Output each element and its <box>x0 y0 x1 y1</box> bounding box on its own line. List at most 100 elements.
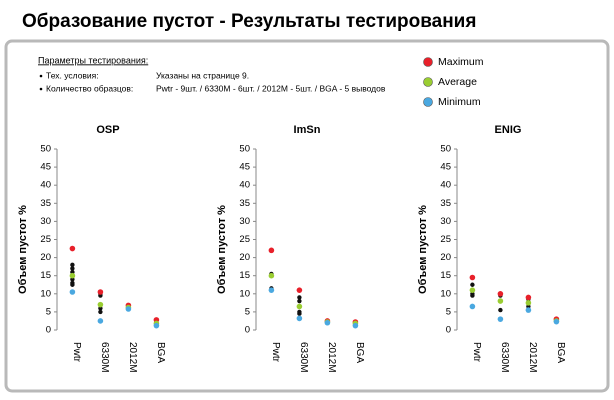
y-tick-label: 10 <box>40 288 51 299</box>
x-tick-label: 6330M <box>499 342 510 373</box>
point <box>296 303 303 310</box>
y-tick-label: 45 <box>40 162 51 173</box>
sample-point <box>297 295 302 300</box>
chart-title: ENIG <box>495 124 522 136</box>
y-axis-label: Объем пустот % <box>17 205 29 294</box>
point <box>97 289 104 295</box>
point <box>497 316 504 322</box>
legend-label: Minimum <box>438 96 481 108</box>
point <box>97 301 104 308</box>
y-tick-label: 50 <box>239 144 250 155</box>
y-tick-label: 15 <box>239 270 250 281</box>
point <box>97 318 104 324</box>
point <box>352 322 359 329</box>
point <box>553 318 560 325</box>
y-tick-label: 25 <box>40 234 51 245</box>
point <box>69 245 76 252</box>
y-tick-label: 15 <box>40 270 51 281</box>
y-tick-label: 45 <box>239 162 250 173</box>
y-tick-label: 0 <box>46 325 51 336</box>
x-tick-label: Pwtr <box>71 342 82 363</box>
y-tick-label: 10 <box>239 288 250 299</box>
y-axis-label: Объем пустот % <box>417 205 429 294</box>
y-tick-label: 50 <box>40 144 51 155</box>
point <box>469 303 476 310</box>
y-axis-label: Объем пустот % <box>216 205 228 294</box>
point <box>469 274 476 281</box>
y-tick-label: 5 <box>446 306 451 317</box>
y-tick-label: 20 <box>40 252 51 263</box>
sample-point <box>297 298 302 304</box>
x-tick-label: 2012M <box>326 342 337 373</box>
y-tick-label: 40 <box>40 180 51 191</box>
point <box>469 287 476 293</box>
param-label: Тех. условия: <box>46 70 99 80</box>
content-frame <box>4 39 610 393</box>
y-tick-label: 30 <box>40 216 51 227</box>
point <box>525 294 532 301</box>
chart-title: ImSn <box>294 124 321 136</box>
x-tick-label: Pwtr <box>471 342 482 363</box>
sample-point <box>297 311 302 316</box>
y-tick-label: 30 <box>239 216 250 227</box>
y-tick-label: 15 <box>440 270 451 281</box>
point <box>525 300 532 306</box>
sample-point <box>98 309 103 315</box>
y-tick-label: 35 <box>440 198 451 209</box>
x-tick-label: BGA <box>354 342 365 363</box>
y-tick-label: 40 <box>440 180 451 191</box>
y-tick-label: 35 <box>239 198 250 209</box>
point <box>268 272 275 279</box>
y-tick-label: 5 <box>46 306 51 317</box>
x-tick-label: 6330M <box>99 342 110 373</box>
y-tick-label: 10 <box>440 288 451 299</box>
y-tick-label: 50 <box>440 144 451 155</box>
x-tick-label: Pwtr <box>270 342 281 363</box>
point <box>268 287 275 293</box>
y-tick-label: 20 <box>440 252 451 263</box>
y-tick-label: 35 <box>40 198 51 209</box>
point <box>497 298 504 304</box>
x-tick-label: BGA <box>155 342 166 363</box>
sample-point <box>498 307 503 313</box>
point <box>525 307 532 313</box>
point <box>69 289 76 295</box>
params-heading: Параметры тестирования: <box>38 55 148 65</box>
point <box>296 315 303 322</box>
bullet <box>39 74 43 78</box>
param-label: Количество образцов: <box>46 83 133 93</box>
chart-title: OSP <box>96 124 119 136</box>
x-tick-label: 2012M <box>527 342 538 373</box>
point <box>69 272 76 279</box>
param-value: Pwtr - 9шт. / 6330M - 6шт. / 2012M - 5шт… <box>156 83 386 93</box>
point <box>497 291 504 297</box>
sample-point <box>470 282 475 287</box>
point <box>125 306 132 312</box>
y-tick-label: 45 <box>440 162 451 173</box>
point <box>153 322 160 329</box>
sample-point <box>470 293 475 298</box>
legend-label: Maximum <box>438 56 484 68</box>
x-tick-label: 6330M <box>298 342 309 373</box>
slide-title: Образование пустот - Результаты тестиров… <box>22 11 476 32</box>
point <box>268 247 275 254</box>
bullet <box>39 87 43 91</box>
legend-marker <box>423 77 433 87</box>
y-tick-label: 25 <box>440 234 451 245</box>
point <box>296 287 303 293</box>
param-value: Указаны на странице 9. <box>156 70 249 80</box>
legend-marker <box>423 97 433 107</box>
y-tick-label: 30 <box>440 216 451 227</box>
point <box>324 319 331 326</box>
y-tick-label: 25 <box>239 234 250 245</box>
sample-point <box>70 266 75 271</box>
x-tick-label: 2012M <box>127 342 138 373</box>
legend-marker <box>423 57 433 67</box>
y-tick-label: 20 <box>239 252 250 263</box>
y-tick-label: 5 <box>245 306 250 317</box>
legend-label: Average <box>438 76 477 88</box>
sample-point <box>70 262 75 268</box>
x-tick-label: BGA <box>555 342 566 363</box>
y-tick-label: 0 <box>245 325 250 336</box>
